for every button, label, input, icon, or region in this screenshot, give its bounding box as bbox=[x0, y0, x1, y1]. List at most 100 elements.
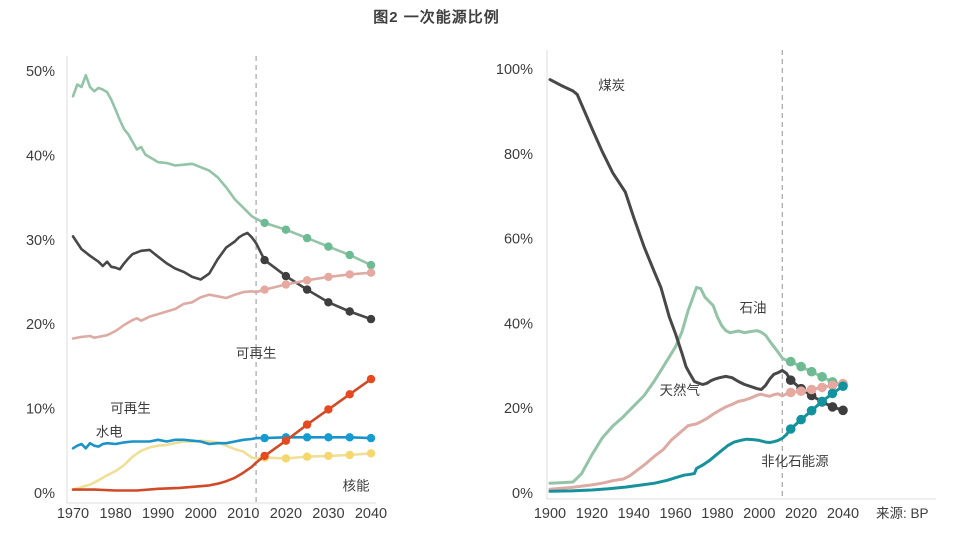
forecast-dot-coal bbox=[366, 314, 376, 324]
forecast-dot-oil bbox=[260, 218, 269, 228]
annotation-label: 石油 bbox=[740, 300, 767, 315]
forecast-dot-renewables bbox=[260, 451, 269, 461]
annotation-label: 非化石能源 bbox=[761, 454, 829, 469]
y-tick-label: 0% bbox=[512, 486, 533, 502]
forecast-dot-oil bbox=[785, 356, 796, 367]
forecast-dot-hydro bbox=[324, 433, 333, 442]
forecast-dot-coal bbox=[345, 307, 354, 316]
left-chart: 0% 10% 20% 30% 40% 50% 1970 1980 1990 2000 2010 202… bbox=[26, 56, 387, 522]
forecast-dot-nonfossil bbox=[817, 396, 827, 407]
y-tick-label: 40% bbox=[504, 316, 533, 332]
x-tick-label: 1970 bbox=[57, 506, 89, 522]
forecast-dot-gas bbox=[785, 387, 796, 398]
x-tick-label: 1920 bbox=[576, 506, 608, 522]
forecast-dot-renewables bbox=[302, 420, 312, 429]
x-tick-label: 2040 bbox=[827, 506, 859, 522]
forecast-dot-hydro bbox=[366, 433, 376, 443]
forecast-dot-coal bbox=[302, 285, 312, 294]
forecast-dot-hydro bbox=[345, 433, 354, 442]
forecast-dot-nuclear bbox=[324, 451, 333, 461]
axis-lines bbox=[66, 56, 376, 504]
series-gas bbox=[71, 268, 376, 340]
forecast-dot-nonfossil bbox=[806, 405, 817, 416]
forecast-dot-nonfossil bbox=[838, 381, 848, 392]
forecast-dot-oil bbox=[796, 361, 806, 372]
series-coal bbox=[71, 231, 376, 324]
forecast-dot-gas bbox=[827, 380, 838, 391]
x-axis-tick-labels: 1900 1920 1940 1960 1980 2000 2020 2040 bbox=[534, 506, 859, 522]
forecast-dot-oil bbox=[345, 250, 354, 260]
x-tick-label: 1940 bbox=[618, 506, 650, 522]
x-axis-tick-labels: 1970 1980 1990 2000 2010 2020 2030 2040 bbox=[57, 506, 387, 522]
y-tick-label: 60% bbox=[504, 232, 533, 248]
x-tick-label: 2020 bbox=[785, 506, 817, 522]
annotation-label: 煤炭 bbox=[598, 78, 625, 93]
forecast-dot-oil bbox=[281, 225, 291, 234]
y-axis-tick-labels: 0% 20% 40% 60% 80% 100% bbox=[496, 62, 533, 502]
annotation-label: 可再生 bbox=[110, 401, 151, 416]
forecast-dot-gas bbox=[281, 280, 291, 289]
forecast-dot-coal bbox=[827, 402, 838, 412]
forecast-dot-coal bbox=[281, 271, 291, 281]
forecast-dot-gas bbox=[324, 272, 333, 282]
y-tick-label: 40% bbox=[26, 148, 55, 164]
series-nonfossil bbox=[548, 381, 848, 493]
series-hydro bbox=[71, 433, 376, 450]
series-renewables bbox=[71, 374, 376, 492]
y-axis-tick-labels: 0% 10% 20% 30% 40% 50% bbox=[26, 64, 55, 502]
forecast-dot-gas bbox=[817, 382, 827, 393]
annotation-label: 天然气 bbox=[660, 382, 701, 398]
y-tick-label: 20% bbox=[26, 317, 55, 333]
y-tick-label: 80% bbox=[504, 147, 533, 163]
forecast-dot-gas bbox=[806, 384, 817, 395]
axis-lines bbox=[546, 50, 936, 500]
annotation-label: 可再生 bbox=[236, 346, 277, 361]
right-chart: 0% 20% 40% 60% 80% 100% 1900 1920 1940 1960 1980 20… bbox=[496, 50, 936, 522]
y-tick-label: 100% bbox=[496, 62, 533, 78]
figure-title: 图2 一次能源比例 bbox=[373, 9, 500, 26]
forecast-dot-oil bbox=[302, 233, 312, 243]
forecast-dot-nonfossil bbox=[827, 388, 838, 399]
forecast-dot-oil bbox=[817, 372, 827, 382]
y-tick-label: 0% bbox=[34, 486, 55, 502]
forecast-dot-renewables bbox=[366, 374, 376, 384]
forecast-dot-oil bbox=[366, 260, 376, 270]
forecast-dot-coal bbox=[838, 405, 848, 416]
x-tick-label: 1980 bbox=[701, 506, 733, 522]
forecast-dot-nuclear bbox=[366, 449, 376, 458]
x-tick-label: 2000 bbox=[185, 506, 217, 522]
y-tick-label: 20% bbox=[504, 401, 533, 417]
forecast-dot-hydro bbox=[302, 433, 312, 442]
x-tick-label: 2010 bbox=[227, 506, 259, 522]
x-tick-label: 2030 bbox=[312, 506, 344, 522]
x-tick-label: 2000 bbox=[743, 506, 775, 522]
x-tick-label: 1990 bbox=[142, 506, 174, 522]
forecast-dot-renewables bbox=[345, 390, 354, 399]
forecast-dot-oil bbox=[806, 366, 817, 377]
forecast-dot-nuclear bbox=[302, 452, 312, 461]
forecast-dot-gas bbox=[302, 276, 312, 285]
x-tick-label: 1980 bbox=[99, 506, 131, 522]
forecast-dot-hydro bbox=[260, 433, 269, 443]
annotation-label: 水电 bbox=[96, 424, 123, 439]
forecast-dot-gas bbox=[796, 386, 806, 397]
forecast-dot-renewables bbox=[324, 405, 333, 414]
x-tick-label: 2040 bbox=[355, 506, 387, 522]
forecast-dot-coal bbox=[324, 298, 333, 307]
series-gas bbox=[548, 378, 848, 491]
x-tick-label: 1900 bbox=[534, 506, 566, 522]
series-oil bbox=[71, 73, 376, 270]
forecast-dot-gas bbox=[366, 268, 376, 277]
x-tick-label: 1960 bbox=[659, 506, 691, 522]
forecast-dot-oil bbox=[324, 242, 333, 251]
forecast-dot-nuclear bbox=[345, 450, 354, 460]
forecast-dot-nuclear bbox=[281, 454, 291, 463]
forecast-dot-gas bbox=[345, 270, 354, 279]
forecast-dot-coal bbox=[785, 375, 796, 386]
forecast-dot-gas bbox=[260, 285, 269, 294]
x-tick-label: 2020 bbox=[270, 506, 302, 522]
forecast-dot-renewables bbox=[281, 436, 291, 445]
source-label: 来源: BP bbox=[876, 506, 929, 521]
